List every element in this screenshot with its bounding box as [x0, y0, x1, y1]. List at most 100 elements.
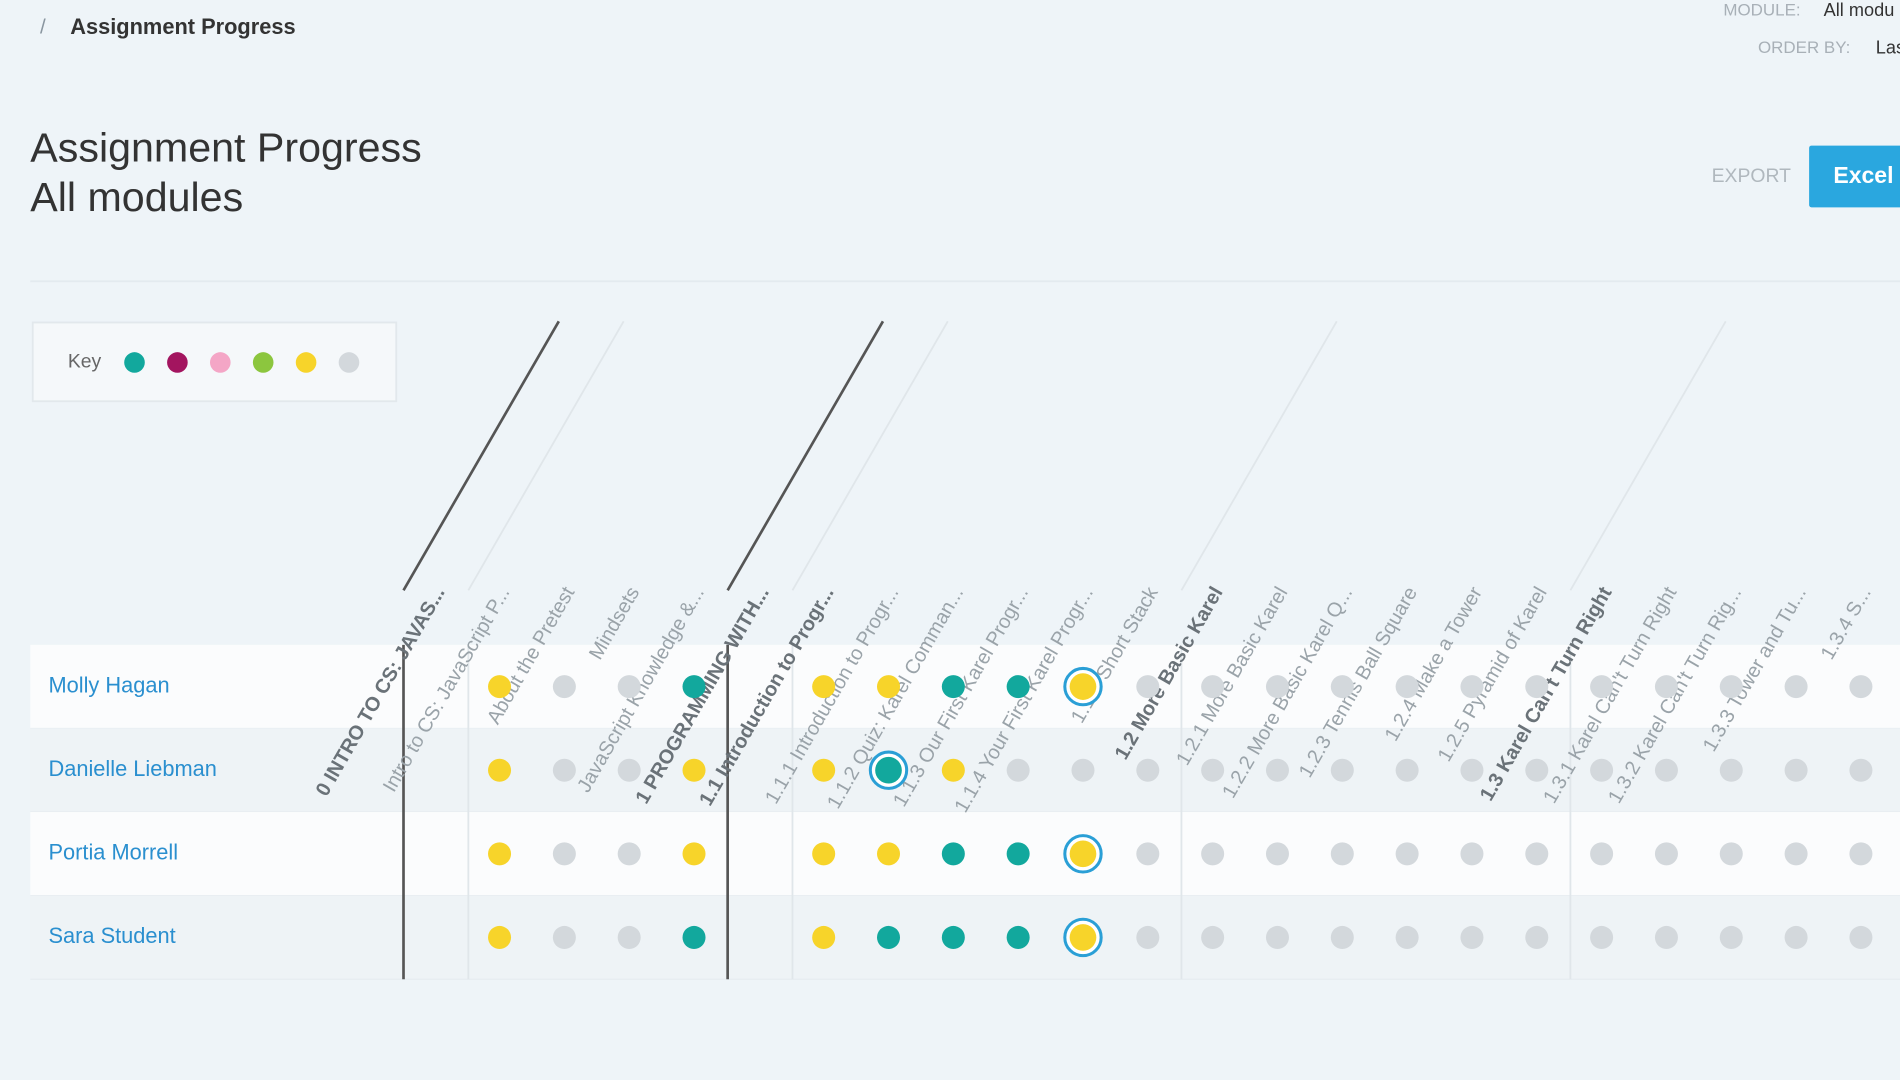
status-dot — [682, 758, 706, 782]
status-dot — [1654, 675, 1678, 699]
filter-label: ORDER BY: — [1758, 38, 1850, 57]
status-dot — [812, 675, 836, 699]
row-background — [30, 644, 1900, 729]
status-dot — [1069, 840, 1097, 868]
status-dot — [1525, 925, 1549, 949]
student-name[interactable]: Danielle Liebman — [48, 756, 216, 781]
status-dot — [1525, 675, 1549, 699]
status-dot — [1265, 758, 1289, 782]
status-dot — [1654, 842, 1678, 866]
status-dot — [1265, 925, 1289, 949]
row-background — [30, 895, 1900, 980]
status-dot — [876, 842, 901, 866]
breadcrumb-separator: / — [40, 15, 46, 38]
student-name[interactable]: Sara Student — [48, 923, 175, 948]
status-dot — [1525, 758, 1549, 782]
status-dot — [876, 675, 901, 699]
key-dot — [252, 352, 274, 373]
breadcrumb-current: Assignment Progress — [70, 14, 295, 39]
header-divider — [1180, 320, 1338, 591]
status-dot — [941, 675, 965, 699]
status-dot — [1654, 925, 1678, 949]
status-dot — [812, 842, 836, 866]
export-label: EXPORT — [1712, 165, 1791, 187]
status-dot — [617, 925, 641, 949]
status-dot — [1590, 842, 1614, 866]
status-dot — [1719, 758, 1743, 782]
status-dot — [617, 842, 641, 866]
status-dot — [1395, 925, 1419, 949]
status-dot — [1395, 675, 1419, 699]
status-dot — [941, 842, 965, 866]
status-dot — [1784, 758, 1808, 782]
status-dot — [1330, 925, 1354, 949]
status-dot — [1069, 924, 1097, 951]
status-dot — [1719, 925, 1743, 949]
status-dot — [1330, 842, 1354, 866]
student-name[interactable]: Molly Hagan — [48, 672, 169, 697]
status-dot — [552, 925, 576, 949]
status-dot — [941, 925, 965, 949]
status-dot — [552, 675, 576, 699]
key-dot — [295, 352, 317, 373]
status-dot — [488, 758, 512, 782]
status-dot — [682, 925, 706, 949]
status-dot — [1136, 842, 1160, 866]
filter-value[interactable]: All modu — [1824, 0, 1895, 20]
header-divider — [1569, 320, 1727, 591]
excel-button[interactable] — [1809, 145, 1900, 208]
header-divider — [791, 320, 949, 591]
status-dot — [1590, 758, 1614, 782]
status-dot — [1784, 675, 1808, 699]
status-dot — [1006, 675, 1030, 699]
status-dot — [941, 758, 965, 782]
status-dot — [617, 758, 641, 782]
status-dot — [876, 925, 901, 949]
status-dot — [488, 925, 512, 949]
status-dot — [1719, 675, 1743, 699]
status-dot — [1460, 925, 1484, 949]
status-dot — [682, 675, 706, 699]
header-divider — [726, 320, 885, 591]
status-dot — [552, 842, 576, 866]
filter-label: MODULE: — [1723, 1, 1800, 20]
status-dot — [1719, 842, 1743, 866]
row-background — [30, 728, 1900, 813]
status-dot — [552, 758, 576, 782]
key-dot — [338, 352, 360, 373]
status-dot — [1006, 925, 1030, 949]
row-background — [30, 812, 1900, 896]
status-dot — [1265, 842, 1289, 866]
status-dot — [1525, 842, 1549, 866]
status-dot — [875, 756, 902, 784]
status-dot — [1849, 675, 1873, 699]
student-name[interactable]: Portia Morrell — [48, 840, 178, 865]
status-dot — [1136, 675, 1160, 699]
excel-button-label[interactable]: Excel — [1833, 162, 1893, 188]
page-title: Assignment Progress — [30, 124, 421, 170]
status-dot — [1460, 675, 1484, 699]
status-dot — [1006, 758, 1030, 782]
status-dot — [1849, 758, 1873, 782]
status-dot — [1849, 842, 1873, 866]
status-dot — [1136, 925, 1160, 949]
status-dot — [1460, 758, 1484, 782]
key-label: Key — [68, 351, 102, 373]
status-dot — [812, 758, 836, 782]
status-dot — [1590, 925, 1614, 949]
status-dot — [1136, 758, 1160, 782]
filter-value[interactable]: Las — [1876, 37, 1900, 57]
status-dot — [1265, 675, 1289, 699]
key-dot — [124, 352, 145, 373]
status-dot — [1395, 842, 1419, 866]
status-dot — [1395, 758, 1419, 782]
header-divider — [467, 320, 625, 591]
status-dot — [488, 842, 512, 866]
key-dot — [167, 352, 188, 373]
status-dot — [1330, 675, 1354, 699]
status-dot — [1460, 842, 1484, 866]
status-dot — [1069, 673, 1097, 700]
status-dot — [1849, 925, 1873, 949]
